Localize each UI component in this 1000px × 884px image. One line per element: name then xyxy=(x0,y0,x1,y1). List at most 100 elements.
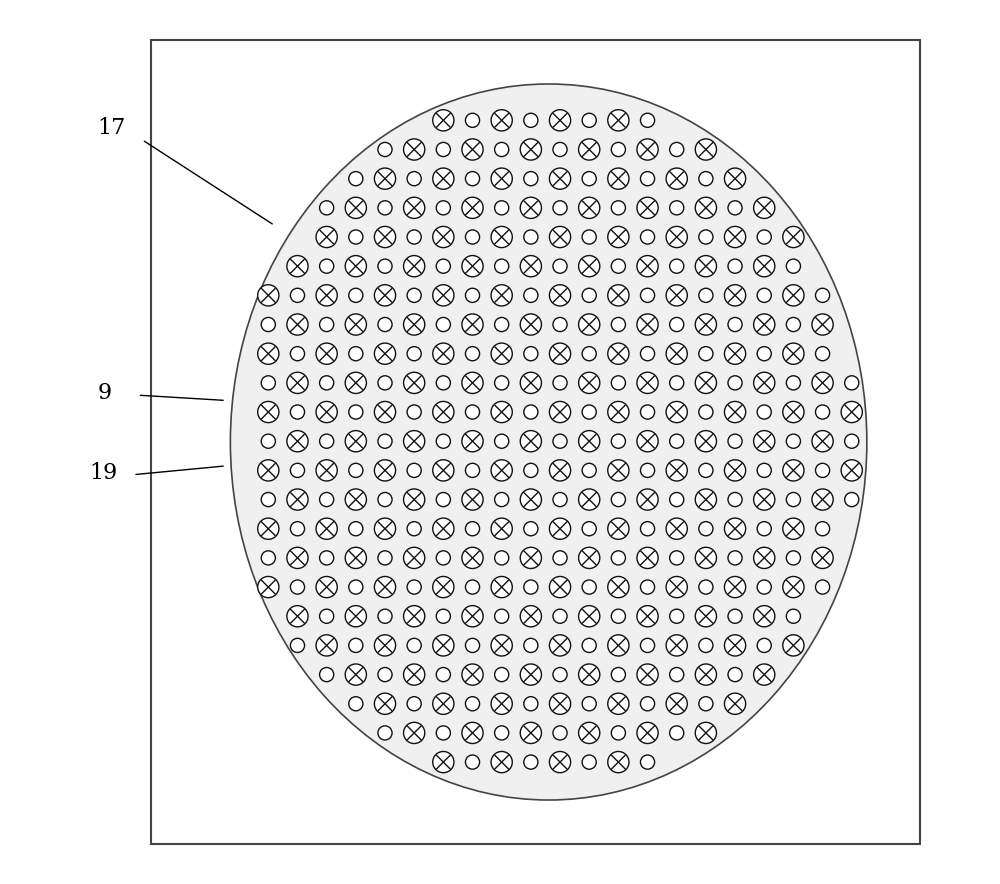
Circle shape xyxy=(582,113,596,127)
Circle shape xyxy=(786,434,800,448)
Circle shape xyxy=(404,372,425,393)
Circle shape xyxy=(786,609,800,623)
Circle shape xyxy=(637,431,658,452)
Circle shape xyxy=(754,197,775,218)
Circle shape xyxy=(433,401,454,423)
Circle shape xyxy=(520,197,541,218)
Circle shape xyxy=(491,635,512,656)
Circle shape xyxy=(436,609,450,623)
Circle shape xyxy=(436,667,450,682)
Circle shape xyxy=(815,347,830,361)
Circle shape xyxy=(290,580,305,594)
Circle shape xyxy=(261,434,275,448)
Circle shape xyxy=(549,226,571,248)
Circle shape xyxy=(757,580,771,594)
Circle shape xyxy=(290,463,305,477)
Circle shape xyxy=(670,434,684,448)
Circle shape xyxy=(407,171,421,186)
Circle shape xyxy=(258,460,279,481)
Circle shape xyxy=(549,401,571,423)
Circle shape xyxy=(404,722,425,743)
Circle shape xyxy=(316,576,337,598)
Circle shape xyxy=(465,697,480,711)
Circle shape xyxy=(407,522,421,536)
Circle shape xyxy=(378,201,392,215)
Circle shape xyxy=(786,551,800,565)
Circle shape xyxy=(670,609,684,623)
Circle shape xyxy=(404,314,425,335)
Circle shape xyxy=(520,431,541,452)
Circle shape xyxy=(287,489,308,510)
Circle shape xyxy=(724,460,746,481)
Circle shape xyxy=(491,576,512,598)
Circle shape xyxy=(261,492,275,507)
Circle shape xyxy=(724,576,746,598)
Circle shape xyxy=(433,751,454,773)
Circle shape xyxy=(404,606,425,627)
Circle shape xyxy=(349,463,363,477)
Circle shape xyxy=(491,518,512,539)
Circle shape xyxy=(374,168,396,189)
Circle shape xyxy=(520,547,541,568)
Circle shape xyxy=(845,376,859,390)
Circle shape xyxy=(287,314,308,335)
Circle shape xyxy=(699,405,713,419)
Circle shape xyxy=(611,667,625,682)
Circle shape xyxy=(786,259,800,273)
Circle shape xyxy=(553,551,567,565)
Circle shape xyxy=(524,522,538,536)
Circle shape xyxy=(579,255,600,277)
Circle shape xyxy=(812,372,833,393)
Circle shape xyxy=(436,201,450,215)
Circle shape xyxy=(582,580,596,594)
Circle shape xyxy=(582,638,596,652)
Circle shape xyxy=(637,489,658,510)
Circle shape xyxy=(699,288,713,302)
Circle shape xyxy=(611,317,625,332)
Circle shape xyxy=(579,139,600,160)
Circle shape xyxy=(290,405,305,419)
Circle shape xyxy=(407,463,421,477)
Circle shape xyxy=(670,201,684,215)
Circle shape xyxy=(345,314,366,335)
Circle shape xyxy=(374,576,396,598)
Circle shape xyxy=(491,285,512,306)
Circle shape xyxy=(316,343,337,364)
Circle shape xyxy=(579,197,600,218)
Circle shape xyxy=(436,317,450,332)
Circle shape xyxy=(815,405,830,419)
Circle shape xyxy=(287,255,308,277)
Circle shape xyxy=(524,171,538,186)
Text: 9: 9 xyxy=(98,383,112,404)
Circle shape xyxy=(640,171,655,186)
Circle shape xyxy=(258,401,279,423)
Circle shape xyxy=(404,664,425,685)
Text: 17: 17 xyxy=(98,118,126,139)
Circle shape xyxy=(465,171,480,186)
Circle shape xyxy=(378,142,392,156)
Circle shape xyxy=(258,576,279,598)
Circle shape xyxy=(670,317,684,332)
Circle shape xyxy=(320,667,334,682)
Circle shape xyxy=(579,314,600,335)
Circle shape xyxy=(582,522,596,536)
Circle shape xyxy=(345,547,366,568)
Circle shape xyxy=(465,522,480,536)
Circle shape xyxy=(666,518,687,539)
Circle shape xyxy=(520,489,541,510)
Circle shape xyxy=(491,343,512,364)
Circle shape xyxy=(549,751,571,773)
Circle shape xyxy=(728,551,742,565)
Circle shape xyxy=(724,168,746,189)
Circle shape xyxy=(495,551,509,565)
Circle shape xyxy=(728,201,742,215)
Circle shape xyxy=(524,405,538,419)
Text: 19: 19 xyxy=(89,462,117,484)
Circle shape xyxy=(579,431,600,452)
Circle shape xyxy=(436,551,450,565)
Circle shape xyxy=(611,726,625,740)
Circle shape xyxy=(582,230,596,244)
Circle shape xyxy=(724,343,746,364)
Circle shape xyxy=(349,638,363,652)
Circle shape xyxy=(757,288,771,302)
